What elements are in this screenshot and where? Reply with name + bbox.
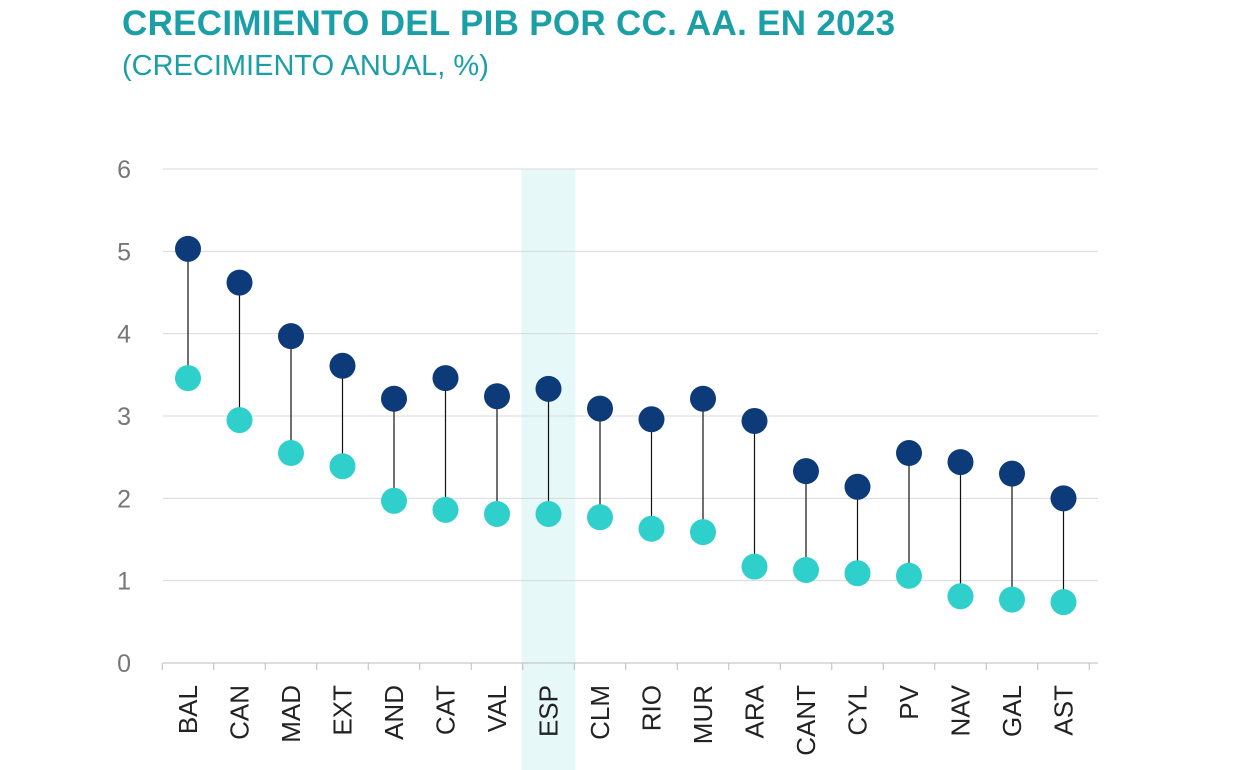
x-category-label: CANT [791,685,821,756]
x-category-label: CAN [225,685,255,740]
x-category-label: ESP [534,685,564,737]
point-low [329,453,356,480]
point-high [896,440,922,467]
point-high [587,395,613,422]
point-low [999,586,1025,613]
point-high [793,458,819,485]
x-category-label: ARA [740,684,770,738]
x-category-label: PV [894,684,924,719]
y-tick-label: 3 [117,403,131,431]
x-category-label: CYL [843,685,873,736]
point-low [1050,589,1077,616]
point-low [947,583,974,610]
point-low [587,504,613,531]
x-category-label: NAV [946,684,976,736]
x-category-label: AND [379,685,409,740]
y-tick-label: 5 [117,238,131,266]
x-category-label: CAT [431,685,461,735]
point-high [947,449,974,476]
point-high [278,323,304,350]
point-low [226,407,253,434]
point-low [690,519,716,546]
x-category-label: MUR [688,685,718,744]
y-tick-label: 4 [117,321,131,349]
point-low [638,515,665,542]
point-low [278,440,304,467]
chart-title: CRECIMIENTO DEL PIB POR CC. AA. EN 2023 [122,4,896,43]
chart-subtitle: (CRECIMIENTO ANUAL, %) [122,50,489,82]
x-category-label: CLM [585,685,615,740]
point-low [432,496,459,523]
point-high [329,352,356,379]
x-category-label: AST [1049,685,1079,736]
point-high [638,406,665,433]
point-low [381,487,407,514]
y-tick-label: 0 [117,650,131,678]
point-high [381,385,407,412]
x-category-label: VAL [482,685,512,732]
point-high [535,375,562,402]
point-high [226,269,253,296]
x-category-label: RIO [637,685,667,731]
y-tick-label: 1 [117,568,131,596]
point-low [484,500,510,527]
point-high [844,473,871,500]
point-low [896,562,922,589]
x-category-label: BAL [173,685,203,734]
y-tick-label: 6 [117,156,131,184]
point-low [844,560,871,587]
point-low [793,556,819,583]
point-high [432,365,459,392]
x-category-label: GAL [997,685,1027,737]
x-category-label: MAD [276,685,306,743]
x-category-label: EXT [328,685,358,736]
point-high [690,385,716,412]
point-high [484,383,510,410]
point-low [535,500,562,527]
point-high [175,235,201,262]
point-high [999,460,1025,487]
point-low [175,365,201,392]
point-high [741,407,768,434]
point-high [1050,485,1077,512]
y-tick-label: 2 [117,485,131,513]
point-low [741,553,768,580]
